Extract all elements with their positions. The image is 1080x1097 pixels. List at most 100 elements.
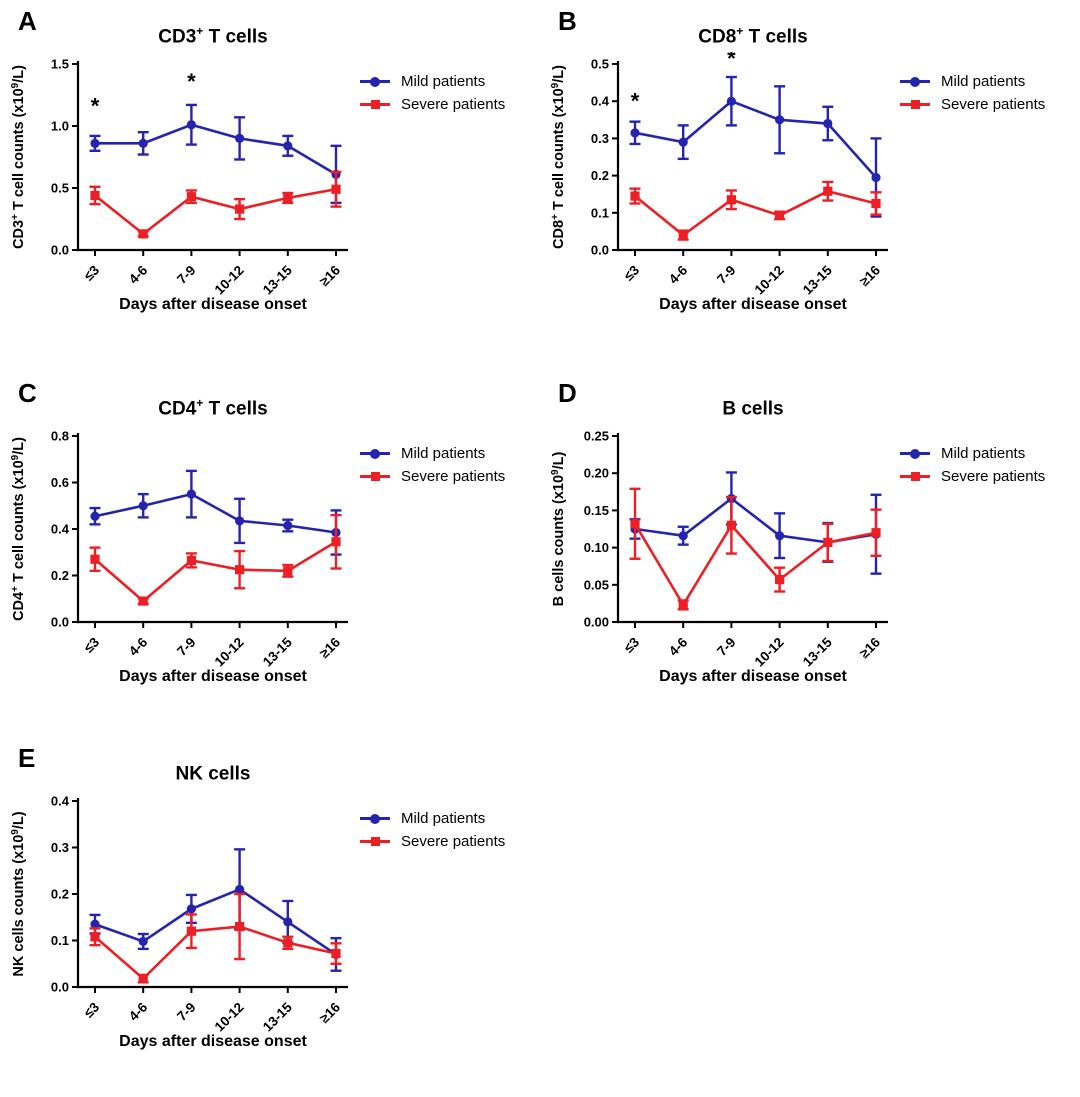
x-tick-label: ≥16 — [317, 634, 344, 661]
data-point-mild — [283, 141, 293, 151]
chart-title-text: NK cells — [175, 763, 251, 785]
data-point-severe — [331, 948, 341, 959]
x-tick-label: 7-9 — [174, 263, 198, 287]
y-axis-label: NK cells counts (x109/L) — [6, 774, 27, 1014]
x-tick-label: 10-12 — [752, 263, 787, 298]
significance-star: * — [91, 94, 100, 119]
y-axis-label-text: T cell counts (x10 — [11, 88, 27, 215]
data-point-mild — [186, 904, 196, 914]
chart-title-text: T cells — [743, 26, 808, 48]
x-tick-label: 10-12 — [212, 635, 247, 670]
x-tick-label: ≤3 — [81, 262, 103, 284]
y-tick-label: 0.0 — [591, 243, 609, 258]
data-point-severe — [331, 184, 341, 194]
y-tick-label: 0.2 — [591, 168, 609, 183]
chart-title-text: CD3 — [158, 26, 197, 48]
chart-title: CD8+ T cells — [603, 24, 903, 48]
data-point-severe — [283, 566, 293, 576]
x-tick-label: 7-9 — [714, 635, 738, 659]
x-tick-label: 10-12 — [212, 263, 247, 298]
data-point-mild — [138, 501, 148, 511]
legend-item-severe: Severe patients — [900, 93, 1045, 116]
significance-star: * — [631, 89, 640, 114]
y-tick-label: 0.3 — [591, 131, 609, 146]
legend: Mild patients Severe patients — [360, 807, 505, 853]
y-axis-label-text: CD8 — [551, 219, 567, 249]
y-tick-label: 0.5 — [51, 181, 69, 196]
plot-area: 0.00 0.05 0.10 0.15 0.20 0.25 ≤3 4-6 7-9 10-12 13-… — [584, 429, 888, 670]
data-point-severe — [630, 519, 640, 529]
y-axis-label-text: T cell counts (x10 — [551, 88, 567, 215]
y-axis-label-text: CD4 — [11, 591, 27, 621]
data-point-mild — [726, 96, 736, 106]
y-axis-label-superscript: 9 — [550, 469, 561, 475]
panel-d: D B cells B cells counts (x109/L) 0.00 0.… — [540, 372, 1080, 732]
panel-letter: A — [18, 6, 37, 36]
chart-title-text: T cells — [203, 398, 268, 420]
x-tick-label: 13-15 — [260, 999, 295, 1034]
legend: Mild patients Severe patients — [900, 442, 1045, 488]
x-tick-label: ≤3 — [81, 999, 103, 1021]
y-tick-label: 0.3 — [51, 840, 69, 855]
data-point-mild — [678, 137, 688, 147]
series-line-mild — [634, 497, 877, 544]
data-point-severe — [678, 600, 688, 610]
x-tick-label: 13-15 — [800, 634, 835, 669]
data-point-severe — [726, 195, 736, 205]
y-axis-label-text: /L) — [551, 451, 567, 470]
panel-c: C CD4+ T cells CD4+ T cell counts (x109/… — [0, 372, 540, 732]
legend-item-mild: Mild patients — [360, 807, 505, 830]
y-tick-label: 0.8 — [51, 429, 69, 444]
data-point-severe — [823, 537, 833, 547]
y-tick-label: 0.4 — [51, 522, 70, 537]
legend-label-severe: Severe patients — [401, 96, 506, 113]
y-axis-label: CD3+ T cell counts (x109/L) — [6, 37, 27, 277]
series-line-mild — [94, 888, 337, 956]
series-line-mild — [95, 123, 337, 176]
data-point-severe — [90, 932, 100, 942]
x-tick-label: 7-9 — [714, 263, 738, 287]
y-tick-label: 1.0 — [51, 119, 69, 134]
legend-item-severe: Severe patients — [360, 830, 505, 853]
x-axis-label: Days after disease onset — [659, 668, 847, 685]
mild-line-marker-icon — [360, 448, 390, 459]
legend: Mild patients Severe patients — [360, 70, 505, 116]
data-point-severe — [283, 193, 293, 203]
y-tick-label: 0.0 — [51, 243, 69, 258]
plot-area: 0.0 0.1 0.2 0.3 0.4 0.5 ≤3 4-6 7-9 10-12 13-15 ≥16 *… — [591, 52, 888, 298]
y-tick-label: 0.4 — [591, 94, 610, 109]
y-tick-label: 0.0 — [51, 980, 69, 995]
data-point-severe — [823, 186, 833, 196]
y-tick-label: 0.20 — [584, 466, 609, 481]
chart-title-text: B cells — [722, 398, 784, 420]
y-axis-label-text: /L) — [551, 65, 567, 83]
chart-title: NK cells — [63, 761, 363, 785]
chart-title-superscript: + — [736, 24, 744, 38]
legend-item-mild: Mild patients — [900, 70, 1045, 93]
legend-label-mild: Mild patients — [941, 445, 1026, 462]
plot-area: 0.0 0.1 0.2 0.3 0.4 ≤3 4-6 7-9 10-12 13-15 ≥16 — [51, 794, 348, 1035]
data-point-severe — [775, 574, 785, 585]
y-tick-label: 0.2 — [51, 568, 69, 583]
data-point-severe — [331, 537, 341, 547]
x-axis-label: Days after disease onset — [119, 296, 307, 313]
y-axis-label-superscript: + — [550, 214, 561, 220]
data-point-severe — [138, 229, 148, 239]
y-tick-label: 0.1 — [51, 933, 69, 948]
severe-line-marker-icon — [360, 837, 390, 846]
x-tick-label: 10-12 — [212, 1000, 247, 1035]
x-tick-label: ≥16 — [317, 999, 344, 1026]
data-point-severe — [235, 204, 245, 214]
series-line-severe — [633, 523, 877, 607]
y-tick-label: 0.0 — [51, 615, 69, 630]
data-point-mild — [283, 520, 293, 531]
data-point-severe — [235, 565, 245, 575]
y-axis-label-text: /L) — [11, 811, 27, 830]
data-point-mild — [775, 531, 785, 541]
y-axis-label-superscript: 9 — [10, 82, 21, 89]
data-point-severe — [90, 190, 100, 201]
chart-title: CD4+ T cells — [63, 396, 363, 420]
x-tick-label: ≥16 — [857, 262, 884, 289]
data-point-severe — [138, 974, 148, 984]
